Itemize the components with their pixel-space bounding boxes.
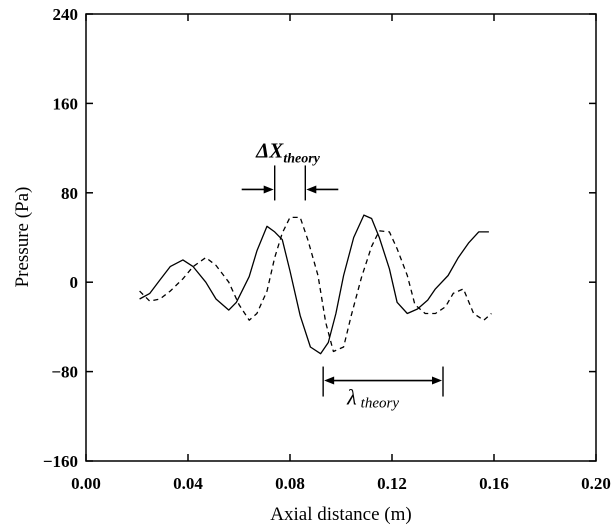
y-tick-label: 240: [53, 5, 79, 24]
y-tick-label: −160: [43, 452, 78, 471]
y-tick-label: 80: [61, 184, 78, 203]
delta-x-left-arrowhead: [263, 185, 274, 194]
x-axis-label: Axial distance (m): [270, 504, 411, 525]
x-tick-label: 0.20: [581, 474, 611, 493]
y-tick-label: 160: [53, 94, 79, 113]
plot-frame: [85, 13, 597, 462]
delta-x-subscript: theory: [283, 151, 320, 166]
y-axis-label: Pressure (Pa): [12, 187, 33, 288]
x-tick-label: 0.08: [275, 474, 305, 493]
tick-labels: 0.00 0.04 0.08 0.12 0.16 0.20 −160 −80 0 80 160 240: [43, 5, 611, 493]
series-layer: [139, 214, 492, 355]
lambda-left-arrowhead: [324, 376, 335, 385]
dashed-series-line: [139, 216, 492, 353]
x-tick-label: 0.12: [377, 474, 407, 493]
y-tick-label: −80: [51, 363, 78, 382]
delta-x-symbol: ΔX: [255, 138, 284, 162]
solid-series-line: [139, 214, 489, 355]
y-tick-label: 0: [70, 273, 79, 292]
x-tick-label: 0.04: [173, 474, 203, 493]
axis-ticks: [85, 13, 597, 462]
lambda-symbol: λ: [346, 385, 357, 410]
x-tick-label: 0.16: [479, 474, 509, 493]
lambda-label: λ theory: [346, 385, 399, 412]
lambda-right-arrowhead: [432, 376, 442, 385]
x-tick-label: 0.00: [71, 474, 101, 493]
delta-x-label: ΔXtheory: [255, 138, 321, 166]
delta-x-right-arrowhead: [306, 185, 317, 194]
lambda-subscript: theory: [361, 396, 400, 412]
